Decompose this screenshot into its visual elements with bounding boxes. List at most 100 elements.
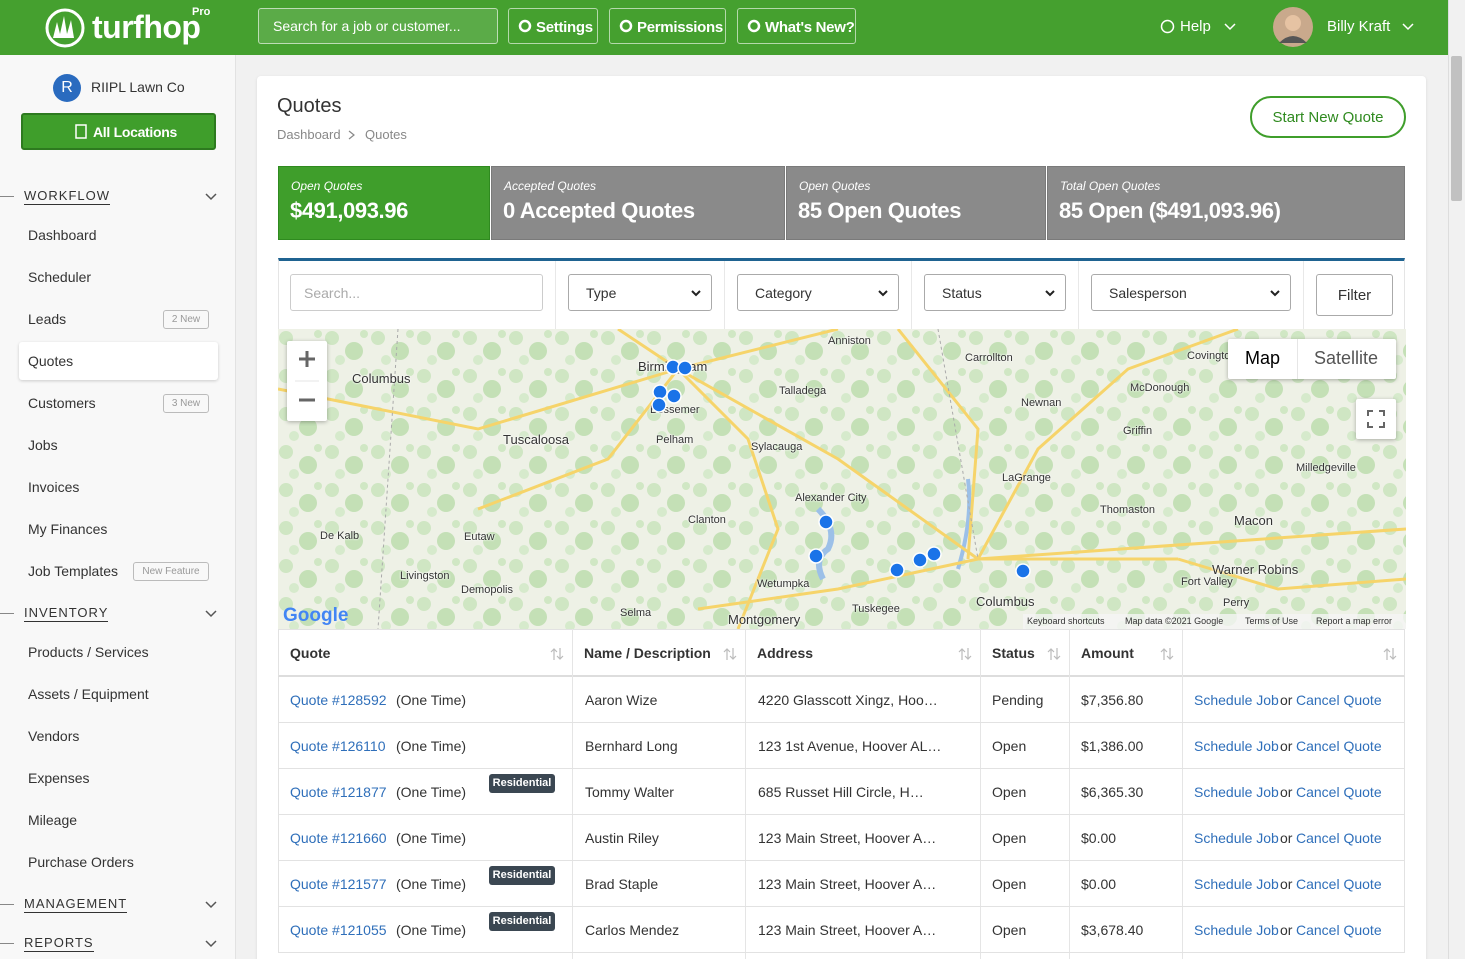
- column-header[interactable]: Name / Description: [584, 645, 711, 661]
- section-title[interactable]: MANAGEMENT: [24, 896, 128, 913]
- chevron: [1224, 23, 1236, 31]
- filter-bar: [278, 258, 1405, 329]
- filter-select[interactable]: Category: [737, 274, 899, 311]
- map-label: Carrollton: [965, 352, 1013, 364]
- quote-link[interactable]: Quote #128592: [290, 692, 387, 708]
- filter-button[interactable]: Filter: [1316, 274, 1393, 316]
- button-icon: [619, 19, 633, 33]
- quote-link[interactable]: Quote #121877: [290, 784, 387, 800]
- filter-select[interactable]: Status: [924, 274, 1066, 311]
- stat-card: Open Quotes 85 Open Quotes: [786, 166, 1046, 240]
- filter-select[interactable]: Type: [568, 274, 712, 311]
- nav-item[interactable]: Job Templates: [28, 563, 119, 579]
- map-label: Pelham: [656, 434, 694, 446]
- map-label: Newnan: [1021, 397, 1062, 409]
- quote-frequency: (One Time): [396, 784, 467, 800]
- zoom-control: [287, 341, 327, 421]
- stat-card: Open Quotes $491,093.96: [278, 166, 490, 240]
- map-marker: [818, 514, 834, 530]
- nav-item[interactable]: Invoices: [28, 479, 80, 495]
- status: Open: [992, 738, 1027, 754]
- breadcrumb-link[interactable]: Dashboard: [277, 127, 341, 142]
- button-icon: [518, 19, 532, 33]
- nav-item[interactable]: Products / Services: [28, 644, 149, 660]
- quote-link[interactable]: Quote #121577: [290, 876, 387, 892]
- header-button[interactable]: What's New?: [737, 8, 856, 44]
- nav-item[interactable]: My Finances: [28, 521, 108, 537]
- filter-sep: [555, 261, 556, 329]
- quote-link[interactable]: Quote #121660: [290, 830, 387, 846]
- nav-item[interactable]: Customers: [28, 395, 96, 411]
- nav-item[interactable]: Purchase Orders: [28, 854, 134, 870]
- nav-item[interactable]: Assets / Equipment: [28, 686, 149, 702]
- map-label: Columbus: [976, 594, 1035, 609]
- customer-name[interactable]: Tommy Walter: [585, 784, 674, 800]
- start-quote-button[interactable]: Start New Quote: [1250, 96, 1406, 138]
- stat-value: 85 Open Quotes: [798, 198, 962, 223]
- help-link[interactable]: Help: [1180, 18, 1211, 35]
- sort-icon: [1047, 648, 1061, 660]
- section-title[interactable]: WORKFLOW: [24, 188, 110, 205]
- search-input[interactable]: Search for a job or customer...: [258, 8, 498, 44]
- cancel-link[interactable]: Cancel Quote: [1296, 830, 1382, 846]
- satellite-button[interactable]: Satellite: [1314, 348, 1379, 368]
- map-footer-link[interactable]: Terms of Use: [1245, 616, 1299, 626]
- nav-item[interactable]: Quotes: [28, 353, 74, 369]
- cancel-link[interactable]: Cancel Quote: [1296, 738, 1382, 754]
- section-title[interactable]: REPORTS: [24, 935, 94, 952]
- header-button[interactable]: Settings: [508, 8, 598, 44]
- schedule-link[interactable]: Schedule Job: [1194, 784, 1279, 800]
- user-name[interactable]: Billy Kraft: [1327, 18, 1391, 35]
- map-marker: [1015, 563, 1031, 579]
- nav-item[interactable]: Dashboard: [28, 227, 97, 243]
- section-dash: [0, 196, 14, 197]
- schedule-link[interactable]: Schedule Job: [1194, 738, 1279, 754]
- customer-name[interactable]: Bernhard Long: [585, 738, 678, 754]
- cancel-link[interactable]: Cancel Quote: [1296, 784, 1382, 800]
- customer-name[interactable]: Carlos Mendez: [585, 922, 680, 938]
- quote-link[interactable]: Quote #121055: [290, 922, 387, 938]
- status: Open: [992, 830, 1027, 846]
- map-label: Clanton: [688, 514, 726, 526]
- cancel-link[interactable]: Cancel Quote: [1296, 692, 1382, 708]
- quote-link[interactable]: Quote #126110: [290, 738, 386, 754]
- schedule-link[interactable]: Schedule Job: [1194, 692, 1279, 708]
- column-sep: [1182, 629, 1183, 959]
- schedule-link[interactable]: Schedule Job: [1194, 922, 1279, 938]
- chevron: [1270, 290, 1280, 297]
- nav-item[interactable]: Jobs: [28, 437, 58, 453]
- schedule-link[interactable]: Schedule Job: [1194, 876, 1279, 892]
- nav-item[interactable]: Vendors: [28, 728, 80, 744]
- filter-select[interactable]: Salesperson: [1091, 274, 1291, 311]
- column-header[interactable]: Address: [757, 645, 814, 661]
- column-header[interactable]: Quote: [290, 645, 331, 661]
- chevron: [205, 193, 217, 201]
- company-name: RIIPL Lawn Co: [91, 79, 185, 95]
- locations-button[interactable]: All Locations: [21, 113, 216, 150]
- nav-item[interactable]: Leads: [28, 311, 67, 327]
- section-title[interactable]: INVENTORY: [24, 605, 109, 622]
- filter-search[interactable]: Search...: [290, 274, 543, 311]
- header-button[interactable]: Permissions: [609, 8, 726, 44]
- customer-name[interactable]: Brad Staple: [585, 876, 659, 892]
- amount: $7,356.80: [1081, 692, 1144, 708]
- cancel-link[interactable]: Cancel Quote: [1296, 922, 1382, 938]
- map-label: Tuscaloosa: [503, 432, 569, 447]
- column-header[interactable]: Status: [992, 645, 1035, 661]
- map-footer-link[interactable]: Keyboard shortcuts: [1027, 616, 1105, 626]
- status: Open: [992, 876, 1027, 892]
- schedule-link[interactable]: Schedule Job: [1194, 830, 1279, 846]
- nav-item-active: [19, 342, 218, 380]
- cancel-link[interactable]: Cancel Quote: [1296, 876, 1382, 892]
- map: Anniston Carrollton Columbus Talladega McDon…: [278, 329, 1406, 629]
- page-title: Quotes: [277, 95, 342, 117]
- map-footer-link[interactable]: Map data ©2021 Google: [1125, 616, 1224, 626]
- nav-item[interactable]: Scheduler: [28, 269, 92, 285]
- customer-name[interactable]: Austin Riley: [585, 830, 659, 846]
- nav-item[interactable]: Expenses: [28, 770, 90, 786]
- customer-name[interactable]: Aaron Wize: [585, 692, 658, 708]
- column-header[interactable]: Amount: [1081, 645, 1134, 661]
- map-footer-link[interactable]: Report a map error: [1316, 616, 1393, 626]
- map-button[interactable]: Map: [1245, 348, 1281, 368]
- nav-item[interactable]: Mileage: [28, 812, 78, 828]
